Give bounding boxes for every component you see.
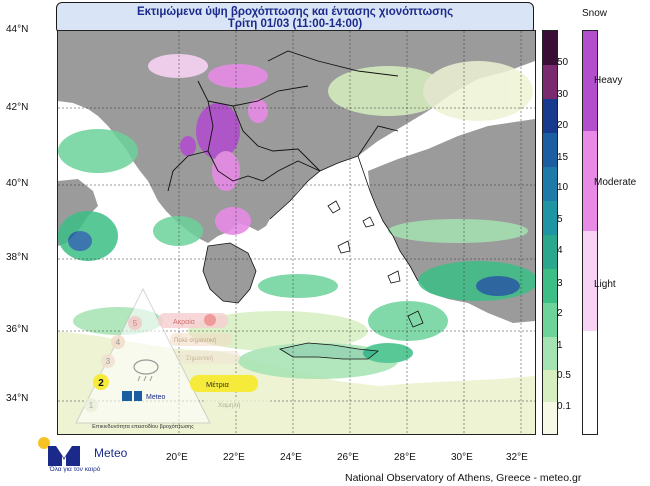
map-title-box: Εκτιμώμενα ύψη βροχόπτωσης και έντασης χ… bbox=[56, 2, 534, 34]
rain-color-0-5 bbox=[543, 370, 557, 402]
rain-color-0-1 bbox=[543, 402, 557, 434]
risk-level-5: 5 bbox=[133, 319, 138, 328]
rain-label-0-5: 0.5 bbox=[557, 370, 571, 381]
map-canvas: 5 4 3 2 1 Ακραία Πολύ σημαντική Σημαντικ… bbox=[58, 31, 535, 434]
map-subtitle-time: Τρίτη 01/03 (11:00-14:00) bbox=[227, 18, 363, 30]
rain-color-20 bbox=[543, 99, 557, 133]
rain-colorbar bbox=[542, 30, 558, 435]
credit-text: National Observatory of Athens, Greece -… bbox=[345, 472, 582, 484]
risk-label-moderate: Μέτρια bbox=[206, 380, 229, 389]
rain-label-5: 5 bbox=[557, 214, 563, 225]
meteo-slogan: Όλα για τον καιρό bbox=[49, 466, 101, 473]
rain-color-2 bbox=[543, 303, 557, 337]
lat-label-34: 34°N bbox=[6, 393, 29, 404]
rain-color-4 bbox=[543, 235, 557, 269]
borders bbox=[167, 50, 399, 192]
lon-label-20: 20°E bbox=[166, 452, 188, 463]
rain-color-10 bbox=[543, 167, 557, 201]
rain-label-4: 4 bbox=[557, 245, 563, 256]
rain-label-30: 30 bbox=[557, 89, 569, 100]
meteo-logo: Meteo Όλα για τον καιρό bbox=[36, 436, 127, 484]
risk-label-very-significant: Πολύ σημαντική bbox=[174, 337, 216, 344]
snow-colorbar bbox=[582, 30, 598, 435]
lat-label-44: 44°N bbox=[6, 24, 29, 35]
aegean-sea bbox=[270, 156, 418, 307]
graticule bbox=[58, 31, 535, 434]
rain-label-15: 15 bbox=[557, 152, 569, 163]
rain-label-0-1: 0.1 bbox=[557, 401, 571, 412]
peloponnese-land bbox=[203, 243, 256, 303]
precipitation-map: 5 4 3 2 1 Ακραία Πολύ σημαντική Σημαντικ… bbox=[57, 30, 536, 435]
lat-label-38: 38°N bbox=[6, 252, 29, 263]
map-title: Εκτιμώμενα ύψη βροχόπτωσης και έντασης χ… bbox=[136, 6, 454, 18]
rain-color-3 bbox=[543, 269, 557, 303]
lon-label-24: 24°E bbox=[280, 452, 302, 463]
rain-color-50 bbox=[543, 31, 557, 65]
risk-label-extreme: Ακραία bbox=[173, 318, 195, 326]
rain-label-50: 50 bbox=[557, 57, 569, 68]
rain-color-30 bbox=[543, 65, 557, 99]
cloud-rain-icon bbox=[133, 359, 159, 382]
lon-label-32: 32°E bbox=[506, 452, 528, 463]
risk-level-4: 4 bbox=[116, 338, 121, 347]
risk-label-low: Χαμηλή bbox=[218, 402, 241, 409]
lon-label-26: 26°E bbox=[337, 452, 359, 463]
lat-label-36: 36°N bbox=[6, 324, 29, 335]
risk-legend-panel: 5 4 3 2 1 Ακραία Πολύ σημαντική Σημαντικ… bbox=[75, 287, 271, 430]
snow-label-heavy: Heavy bbox=[594, 75, 623, 86]
lon-label-22: 22°E bbox=[223, 452, 245, 463]
meteo-logo-name: Meteo bbox=[94, 446, 128, 460]
meteo-logo-small-icon: Meteo bbox=[122, 391, 166, 401]
snow-color-none bbox=[583, 331, 597, 434]
risk-panel-caption: Επικινδυνότητα επεισοδίου βροχόπτωσης bbox=[92, 423, 194, 430]
lon-label-28: 28°E bbox=[394, 452, 416, 463]
risk-label-significant: Σημαντική bbox=[186, 355, 213, 362]
coastlines bbox=[202, 155, 424, 360]
snow-label-light: Light bbox=[594, 279, 616, 290]
precip-green-patches bbox=[58, 61, 535, 379]
snow-patches bbox=[148, 54, 268, 235]
rain-label-1: 1 bbox=[557, 340, 563, 351]
meteo-logo-icon bbox=[38, 437, 80, 466]
snow-scale-title: Snow bbox=[582, 8, 608, 19]
snow-color-light bbox=[583, 231, 597, 331]
lon-label-30: 30°E bbox=[451, 452, 473, 463]
risk-level-1: 1 bbox=[89, 401, 94, 410]
snow-color-heavy bbox=[583, 31, 597, 131]
lat-label-42: 42°N bbox=[6, 102, 29, 113]
snow-label-moderate: Moderate bbox=[594, 177, 637, 188]
snow-color-moderate bbox=[583, 131, 597, 231]
rain-label-2: 2 bbox=[557, 308, 563, 319]
risk-level-2: 2 bbox=[98, 378, 104, 389]
rain-color-1 bbox=[543, 337, 557, 370]
lat-label-40: 40°N bbox=[6, 178, 29, 189]
rain-color-5 bbox=[543, 201, 557, 235]
rain-label-3: 3 bbox=[557, 278, 563, 289]
rain-label-10: 10 bbox=[557, 182, 569, 193]
rain-label-20: 20 bbox=[557, 120, 569, 131]
panel-logo-name: Meteo bbox=[146, 394, 166, 401]
risk-level-3: 3 bbox=[106, 357, 111, 366]
rain-color-15 bbox=[543, 133, 557, 167]
